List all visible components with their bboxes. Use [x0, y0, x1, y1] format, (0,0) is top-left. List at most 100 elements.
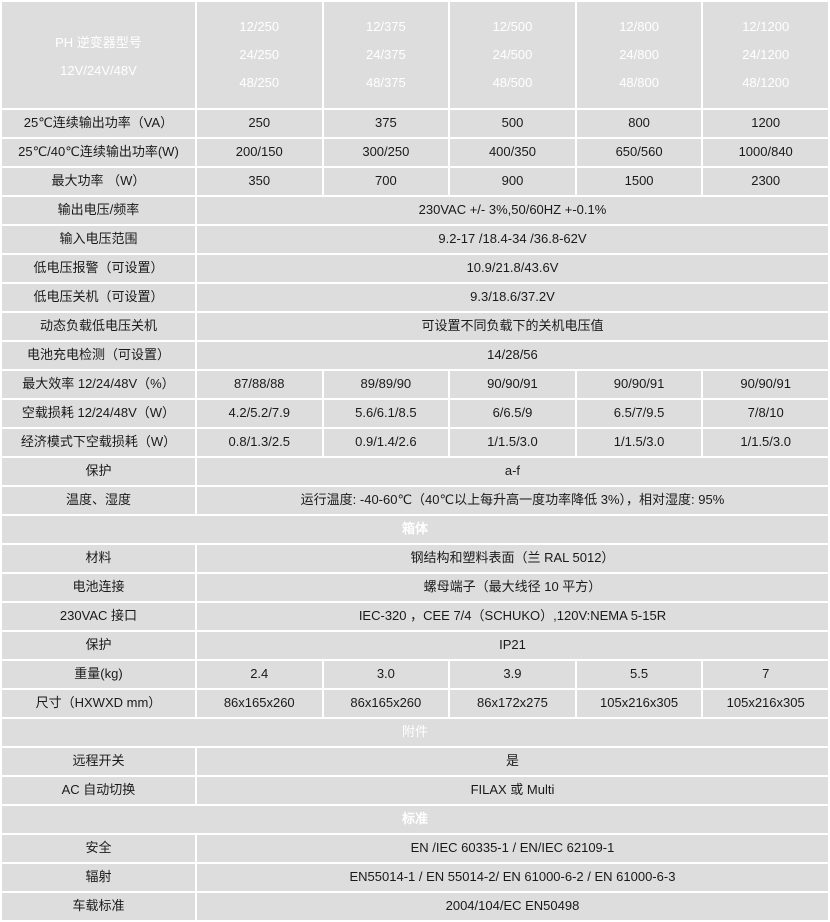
spec-row-value: 200/150 — [196, 139, 322, 166]
spec-row-label: 最大功率 （W） — [2, 168, 195, 195]
spec-row-value: 350 — [196, 168, 322, 195]
spec-row-value: 0.8/1.3/2.5 — [196, 429, 322, 456]
table-row: 230VAC 接口 IEC-320 ，CEE 7/4（SCHUKO）,120V:N… — [2, 603, 828, 630]
table-row: 材料 钢结构和塑料表面（兰 RAL 5012） — [2, 545, 828, 572]
enclosure-row-value: 3.0 — [323, 661, 449, 688]
spec-row-label: 低电压报警（可设置） — [2, 255, 195, 282]
accessories-row-merged-value: 是 — [196, 748, 828, 775]
header-model-col-3: 12/500 24/500 48/500 — [450, 2, 575, 108]
spec-row-value: 1/1.5/3.0 — [576, 429, 702, 456]
table-row: 25℃/40℃连续输出功率(W) 200/150 300/250 400/350 650… — [2, 139, 828, 166]
spec-row-label: 25℃连续输出功率（VA） — [2, 110, 195, 137]
enclosure-row-value: 5.5 — [576, 661, 702, 688]
table-row: 安全 EN /IEC 60335-1 / EN/IEC 62109-1 — [2, 835, 828, 862]
table-row: 重量(kg) 2.4 3.0 3.9 5.5 7 — [2, 661, 828, 688]
enclosure-row-label: 230VAC 接口 — [2, 603, 195, 630]
spec-row-value: 1/1.5/3.0 — [450, 429, 575, 456]
header-model-line-2: 12V/24V/48V — [60, 63, 137, 78]
spec-row-merged-value: 230VAC +/- 3%,50/60HZ +-0.1% — [196, 197, 828, 224]
header-model-variant: 48/1200 — [742, 75, 790, 91]
spec-row-value: 0.9/1.4/2.6 — [323, 429, 449, 456]
spec-row-value: 90/90/91 — [703, 371, 828, 398]
spec-row-label: 输入电压范围 — [2, 226, 195, 253]
standards-row-merged-value: EN /IEC 60335-1 / EN/IEC 62109-1 — [196, 835, 828, 862]
header-model-variant: 12/1200 — [742, 18, 790, 34]
enclosure-row-label: 保护 — [2, 632, 195, 659]
header-model-variant: 12/250 — [239, 18, 280, 34]
standards-row-label: 车载标准 — [2, 893, 195, 920]
enclosure-row-label: 重量(kg) — [2, 661, 195, 688]
enclosure-row-label: 尺寸（HXWXD mm） — [2, 690, 195, 717]
spec-row-value: 375 — [323, 110, 449, 137]
table-row: 温度、湿度 运行温度: -40-60℃（40℃以上每升高一度功率降低 3%），相对… — [2, 487, 828, 514]
table-row: AC 自动切换 FILAX 或 Multi — [2, 777, 828, 804]
spec-row-value: 700 — [323, 168, 449, 195]
standards-row-merged-value: EN55014-1 / EN 55014-2/ EN 61000-6-2 / E… — [196, 864, 828, 891]
header-model-variant: 24/250 — [239, 46, 280, 62]
table-row: 最大功率 （W） 350 700 900 1500 2300 — [2, 168, 828, 195]
table-header-row: PH 逆变器型号 12V/24V/48V 12/250 24/250 48/250 12/… — [2, 2, 828, 108]
spec-row-value: 2300 — [703, 168, 828, 195]
header-model-variant: 24/375 — [365, 46, 406, 62]
enclosure-row-label: 电池连接 — [2, 574, 195, 601]
table-row: 空载损耗 12/24/48V（W） 4.2/5.2/7.9 5.6/6.1/8.5 6… — [2, 400, 828, 427]
header-model-variant: 48/250 — [239, 75, 280, 91]
accessories-row-label: 远程开关 — [2, 748, 195, 775]
spec-row-value: 7/8/10 — [703, 400, 828, 427]
standards-row-label: 辐射 — [2, 864, 195, 891]
table-row: 低电压报警（可设置） 10.9/21.8/43.6V — [2, 255, 828, 282]
spec-row-value: 800 — [576, 110, 702, 137]
table-row: 输入电压范围 9.2-17 /18.4-34 /36.8-62V — [2, 226, 828, 253]
spec-row-value: 90/90/91 — [576, 371, 702, 398]
table-row: 25℃连续输出功率（VA） 250 375 500 800 1200 — [2, 110, 828, 137]
table-row: 电池充电检测（可设置） 14/28/56 — [2, 342, 828, 369]
enclosure-row-value: 3.9 — [450, 661, 575, 688]
spec-row-label: 经济模式下空载损耗（W） — [2, 429, 195, 456]
accessories-section-header: 附件 — [2, 719, 828, 746]
standards-row-merged-value: 2004/104/EC EN50498 — [196, 893, 828, 920]
spec-row-label: 保护 — [2, 458, 195, 485]
spec-row-merged-value: a-f — [196, 458, 828, 485]
spec-row-label: 电池充电检测（可设置） — [2, 342, 195, 369]
spec-row-value: 300/250 — [323, 139, 449, 166]
spec-row-value: 6/6.5/9 — [450, 400, 575, 427]
enclosure-row-merged-value: IP21 — [196, 632, 828, 659]
spec-row-label: 最大效率 12/24/48V（%） — [2, 371, 195, 398]
spec-row-label: 输出电压/频率 — [2, 197, 195, 224]
header-model-variant: 48/500 — [492, 75, 533, 91]
spec-row-value: 6.5/7/9.5 — [576, 400, 702, 427]
spec-row-value: 250 — [196, 110, 322, 137]
spec-row-label: 温度、湿度 — [2, 487, 195, 514]
table-row: 保护 IP21 — [2, 632, 828, 659]
spec-row-value: 1/1.5/3.0 — [703, 429, 828, 456]
enclosure-section-title: 箱体 — [2, 516, 828, 543]
header-model-col-5: 12/1200 24/1200 48/1200 — [703, 2, 828, 108]
spec-row-value: 400/350 — [450, 139, 575, 166]
spec-row-value: 90/90/91 — [450, 371, 575, 398]
standards-row-label: 安全 — [2, 835, 195, 862]
enclosure-row-label: 材料 — [2, 545, 195, 572]
spec-row-merged-value: 运行温度: -40-60℃（40℃以上每升高一度功率降低 3%），相对湿度: 9… — [196, 487, 828, 514]
standards-section-title: 标准 — [2, 806, 828, 833]
spec-row-value: 1200 — [703, 110, 828, 137]
spec-row-merged-value: 9.2-17 /18.4-34 /36.8-62V — [196, 226, 828, 253]
enclosure-row-value: 86x165x260 — [196, 690, 322, 717]
accessories-section-title: 附件 — [2, 719, 828, 746]
header-model-variant: 12/500 — [492, 18, 533, 34]
spec-row-label: 空载损耗 12/24/48V（W） — [2, 400, 195, 427]
header-model-variant: 24/800 — [619, 46, 659, 62]
header-model-variant: 24/1200 — [742, 46, 790, 62]
spec-row-value: 87/88/88 — [196, 371, 322, 398]
header-model-variant: 12/375 — [365, 18, 406, 34]
table-row: 输出电压/频率 230VAC +/- 3%,50/60HZ +-0.1% — [2, 197, 828, 224]
table-row: 低电压关机（可设置） 9.3/18.6/37.2V — [2, 284, 828, 311]
header-model-label: PH 逆变器型号 12V/24V/48V — [2, 2, 195, 108]
standards-section-header: 标准 — [2, 806, 828, 833]
header-model-col-1: 12/250 24/250 48/250 — [196, 2, 322, 108]
spec-row-value: 5.6/6.1/8.5 — [323, 400, 449, 427]
spec-row-value: 650/560 — [576, 139, 702, 166]
enclosure-row-value: 7 — [703, 661, 828, 688]
table-row: 辐射 EN55014-1 / EN 55014-2/ EN 61000-6-2 /… — [2, 864, 828, 891]
header-model-variant: 48/800 — [619, 75, 659, 91]
